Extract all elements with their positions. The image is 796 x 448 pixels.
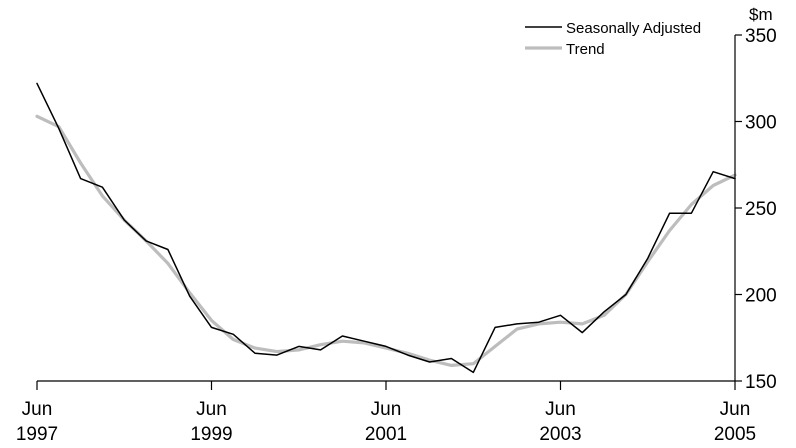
y-unit-label: $m xyxy=(749,5,773,24)
legend: Seasonally Adjusted Trend xyxy=(525,20,701,58)
legend-label-seasonally-adjusted: Seasonally Adjusted xyxy=(566,20,701,37)
x-tick-label-year-2005: 2005 xyxy=(714,424,756,445)
x-tick-label-month-2005: Jun xyxy=(720,399,751,420)
series-line-seasonally-adjusted xyxy=(36,82,736,374)
x-tick-label-year-1997: 1997 xyxy=(16,424,58,445)
series-layer xyxy=(35,82,737,374)
x-tick-label-year-2003: 2003 xyxy=(539,424,581,445)
y-tick-label-150: 150 xyxy=(745,372,777,393)
y-tick-label-300: 300 xyxy=(745,113,777,134)
x-tick-label-month-1999: Jun xyxy=(196,399,227,420)
x-tick-label-year-2001: 2001 xyxy=(365,424,407,445)
y-tick-label-250: 250 xyxy=(745,199,777,220)
series-line-trend xyxy=(35,114,737,367)
y-tick-label-200: 200 xyxy=(745,286,777,307)
x-tick-label-year-1999: 1999 xyxy=(190,424,232,445)
axis-layer: 150 200 250 300 350 Jun 1997 Jun 1999 Jun 2001 Jun 2… xyxy=(16,26,777,445)
x-tick-label-month-2003: Jun xyxy=(545,399,576,420)
y-tick-label-350: 350 xyxy=(745,26,777,47)
x-tick-label-month-2001: Jun xyxy=(371,399,402,420)
x-tick-label-month-1997: Jun xyxy=(22,399,53,420)
legend-label-trend: Trend xyxy=(566,41,605,58)
